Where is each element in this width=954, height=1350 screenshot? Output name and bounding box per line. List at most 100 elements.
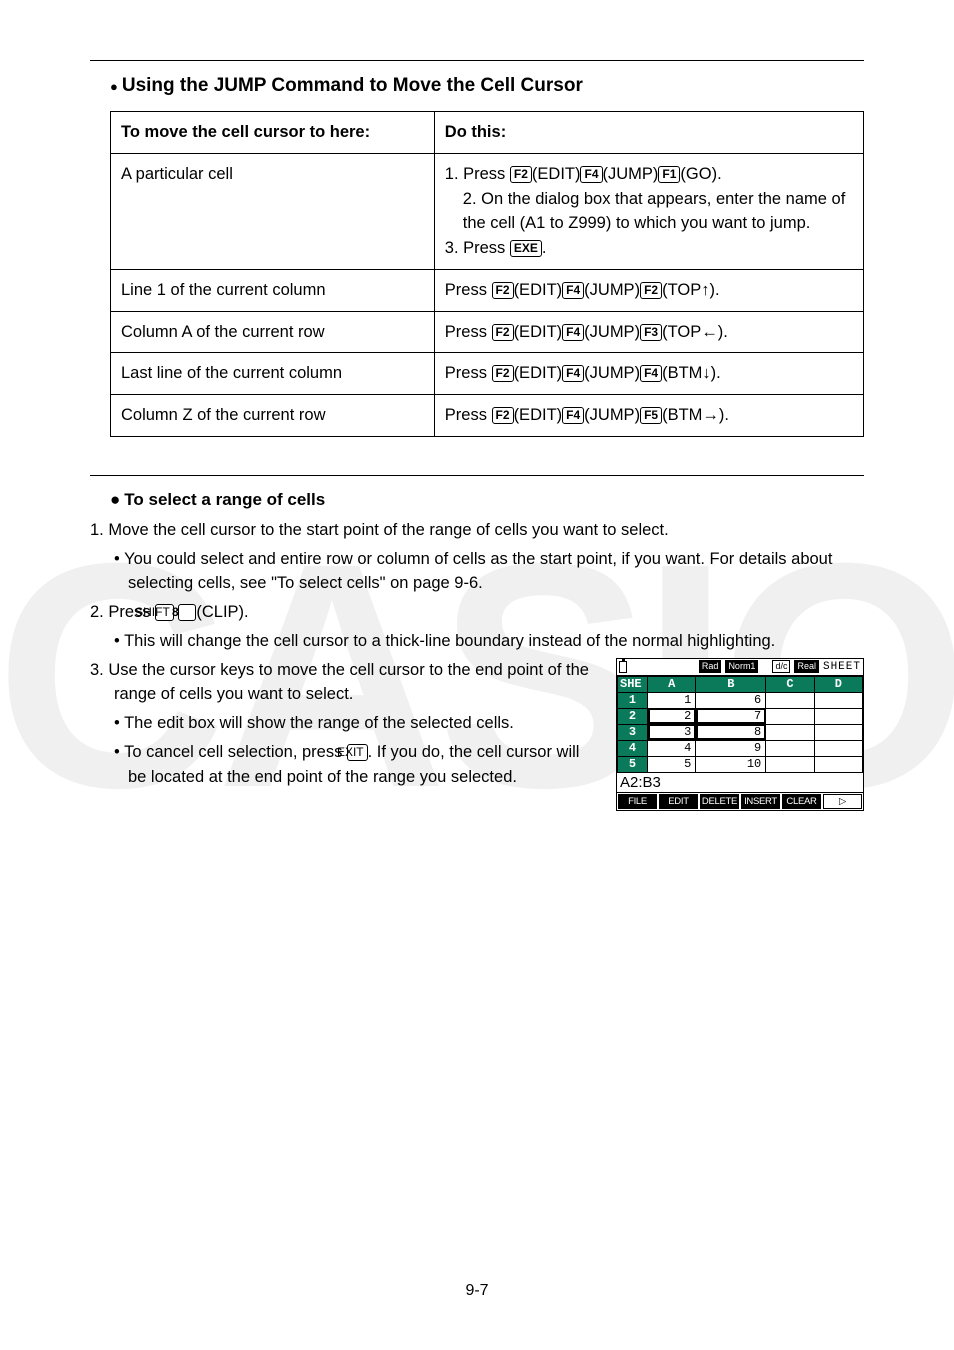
section-title: ● Using the JUMP Command to Move the Cell… [90, 75, 864, 97]
th-right: Do this: [434, 112, 863, 154]
calc-cell [814, 724, 862, 740]
table-cell-left: Column Z of the current row [111, 395, 435, 437]
calc-title: SHEET [823, 661, 861, 673]
f2-key-icon: F2 [640, 282, 662, 299]
badge-norm: Norm1 [725, 660, 758, 673]
calc-rowhead: 3 [618, 724, 648, 740]
table-cell-left: Column A of the current row [111, 311, 435, 353]
calc-cell [766, 724, 814, 740]
f4-key-icon: F4 [580, 166, 602, 183]
calc-cell [766, 756, 814, 772]
step3-b2-prefix: To cancel cell selection, press [124, 743, 347, 761]
calc-cell: 10 [696, 756, 766, 772]
calc-cell: 2 [648, 708, 696, 724]
f1-key-icon: F1 [658, 166, 680, 183]
calc-fkeys: FILE EDIT DELETE INSERT CLEAR ▷ [617, 792, 863, 810]
calc-statusbar: Rad Norm1 d/c Real SHEET [617, 659, 863, 676]
mid-rule [90, 475, 864, 476]
calc-cell [766, 692, 814, 708]
shift-key-icon: SHIFT [155, 604, 174, 621]
calc-cell: 9 [696, 740, 766, 756]
step3-row: 3. Use the cursor keys to move the cell … [90, 658, 864, 811]
table-cell-right: Press F2(EDIT)F4(JUMP)F4(BTM↓). [434, 353, 863, 395]
badge-rad: Rad [699, 660, 722, 673]
calc-cell [766, 708, 814, 724]
calc-cell: 8 [696, 724, 766, 740]
table-cell-left: Last line of the current column [111, 353, 435, 395]
f2-key-icon: F2 [492, 282, 514, 299]
calc-cell: 6 [696, 692, 766, 708]
bullet-icon: ● [110, 490, 120, 509]
f2-key-icon: F2 [492, 407, 514, 424]
f3-key-icon: F3 [640, 324, 662, 341]
table-cell-right: Press F2(EDIT)F4(JUMP)F5(BTM→). [434, 395, 863, 437]
step2-suffix: (CLIP). [196, 603, 248, 621]
calc-cellref: A2:B3 [617, 773, 863, 792]
calc-col-b: B [696, 676, 766, 692]
f4-key-icon: F4 [562, 324, 584, 341]
subheading-text: To select a range of cells [124, 490, 325, 509]
calc-rowhead: 5 [618, 756, 648, 772]
table-cell-left: A particular cell [111, 153, 435, 269]
calc-corner: SHE [618, 676, 648, 692]
f2-key-icon: F2 [492, 365, 514, 382]
bullet-icon: ● [110, 79, 118, 94]
steps-list: 2. Press SHIFT 8(CLIP). [90, 600, 864, 625]
calc-cell [814, 756, 862, 772]
calc-col-a: A [648, 676, 696, 692]
exit-key-icon: EXIT [347, 744, 368, 761]
step3-text: 3. Use the cursor keys to move the cell … [90, 658, 598, 794]
fkey-file: FILE [618, 794, 657, 809]
f5-key-icon: F5 [640, 407, 662, 424]
jump-table: To move the cell cursor to here: Do this… [110, 111, 864, 437]
calc-rowhead: 1 [618, 692, 648, 708]
step3-bullet-2: To cancel cell selection, press EXIT. If… [90, 740, 598, 790]
f4-key-icon: F4 [640, 365, 662, 382]
f4-key-icon: F4 [562, 407, 584, 424]
step-2: 2. Press SHIFT 8(CLIP). [90, 600, 864, 625]
fkey-delete: DELETE [700, 794, 739, 809]
f2-key-icon: F2 [492, 324, 514, 341]
f4-key-icon: F4 [562, 365, 584, 382]
step1-bullets: You could select and entire row or colum… [90, 547, 864, 597]
calc-grid: SHE A B C D 1162273384495510 [617, 676, 863, 773]
calc-cell [814, 692, 862, 708]
table-cell-right: 1. Press F2(EDIT)F4(JUMP)F1(GO).2. On th… [434, 153, 863, 269]
th-left: To move the cell cursor to here: [111, 112, 435, 154]
table-cell-right: Press F2(EDIT)F4(JUMP)F3(TOP←). [434, 311, 863, 353]
step-3: 3. Use the cursor keys to move the cell … [90, 658, 598, 708]
step1-bullet: You could select and entire row or colum… [90, 547, 864, 597]
table-cell-right: Press F2(EDIT)F4(JUMP)F2(TOP↑). [434, 269, 863, 311]
badge-dc: d/c [772, 660, 790, 673]
calc-col-c: C [766, 676, 814, 692]
section-title-text: Using the JUMP Command to Move the Cell … [122, 75, 583, 96]
step-1: 1. Move the cell cursor to the start poi… [90, 518, 864, 543]
table-cell-left: Line 1 of the current column [111, 269, 435, 311]
steps-list: 1. Move the cell cursor to the start poi… [90, 518, 864, 543]
fkey-clear: CLEAR [782, 794, 821, 809]
top-rule [90, 60, 864, 61]
fkey-edit: EDIT [659, 794, 698, 809]
calc-cell [814, 740, 862, 756]
calc-cell: 4 [648, 740, 696, 756]
f4-key-icon: F4 [562, 282, 584, 299]
fkey-insert: INSERT [741, 794, 780, 809]
exe-key-icon: EXE [510, 240, 542, 257]
eight-key-icon: 8 [178, 604, 196, 621]
step2-bullets: This will change the cell cursor to a th… [90, 629, 864, 654]
calc-col-d: D [814, 676, 862, 692]
calc-cell: 1 [648, 692, 696, 708]
calc-rowhead: 4 [618, 740, 648, 756]
calculator-screenshot: Rad Norm1 d/c Real SHEET SHE A B C D 116… [616, 658, 864, 811]
fkey-next-icon: ▷ [823, 794, 862, 809]
step2-bullet: This will change the cell cursor to a th… [90, 629, 864, 654]
step3-bullet-1: The edit box will show the range of the … [90, 711, 598, 736]
f2-key-icon: F2 [510, 166, 532, 183]
badge-real: Real [794, 660, 819, 673]
calc-rowhead: 2 [618, 708, 648, 724]
battery-icon [619, 661, 627, 673]
calc-cell: 7 [696, 708, 766, 724]
calc-cell [766, 740, 814, 756]
page-number: 9-7 [0, 1282, 954, 1300]
calc-cell [814, 708, 862, 724]
